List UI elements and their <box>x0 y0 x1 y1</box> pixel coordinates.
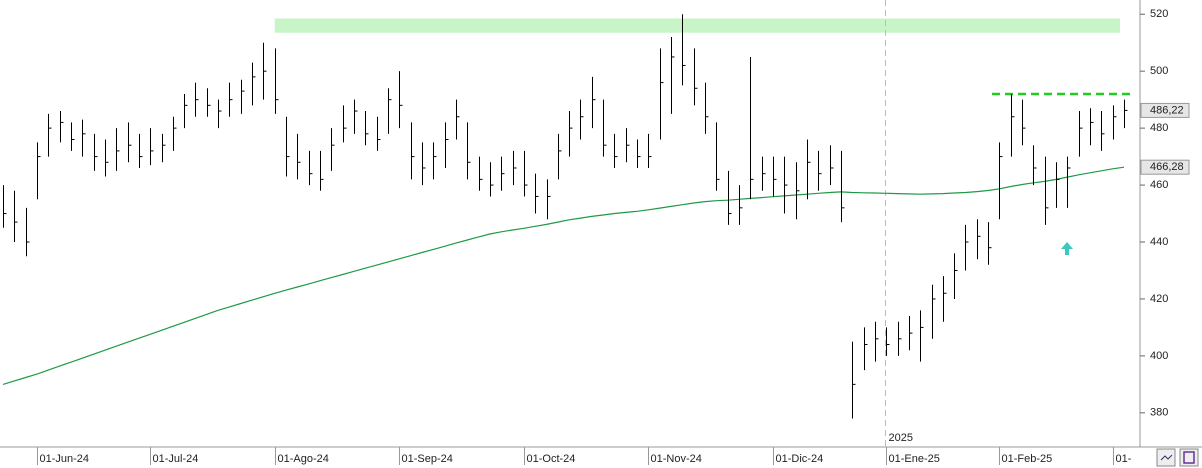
toggle-icon <box>1160 454 1173 461</box>
save-icon <box>1183 451 1195 464</box>
x-tick-label: 01-Feb-25 <box>1002 453 1053 465</box>
year-label: 2025 <box>889 432 913 444</box>
price-tag-box <box>1140 159 1190 175</box>
x-tick-label: 01-Nov-24 <box>651 453 702 465</box>
price-tag-box <box>1140 102 1190 118</box>
y-tick-label: 520 <box>1150 8 1168 20</box>
y-tick-label: 400 <box>1150 350 1168 362</box>
x-tick-label: 01-Dic-24 <box>776 453 824 465</box>
y-tick-label: 380 <box>1150 407 1168 419</box>
resistance-zone <box>274 18 1120 33</box>
y-tick-label: 500 <box>1150 65 1168 77</box>
x-tick-label: 01- <box>1116 453 1132 465</box>
x-tick-label: 01-Sep-24 <box>402 453 453 465</box>
x-tick-label: 01-Ago-24 <box>278 453 329 465</box>
moving-average <box>2 166 1125 385</box>
y-tick-label: 460 <box>1150 179 1168 191</box>
y-tick-label: 440 <box>1150 236 1168 248</box>
price-tag: 466,28 <box>1150 161 1184 173</box>
price-tag: 486,22 <box>1150 104 1184 116</box>
toolbar <box>1156 448 1199 467</box>
up-arrow <box>1061 242 1073 255</box>
x-tick-label: 01-Jun-24 <box>40 453 90 465</box>
x-tick-label: 01-Oct-24 <box>527 453 576 465</box>
x-tick-label: 01-Ene-25 <box>889 453 940 465</box>
y-tick-label: 480 <box>1150 122 1168 134</box>
x-tick-label: 01-Jul-24 <box>153 453 199 465</box>
y-tick-label: 420 <box>1150 293 1168 305</box>
